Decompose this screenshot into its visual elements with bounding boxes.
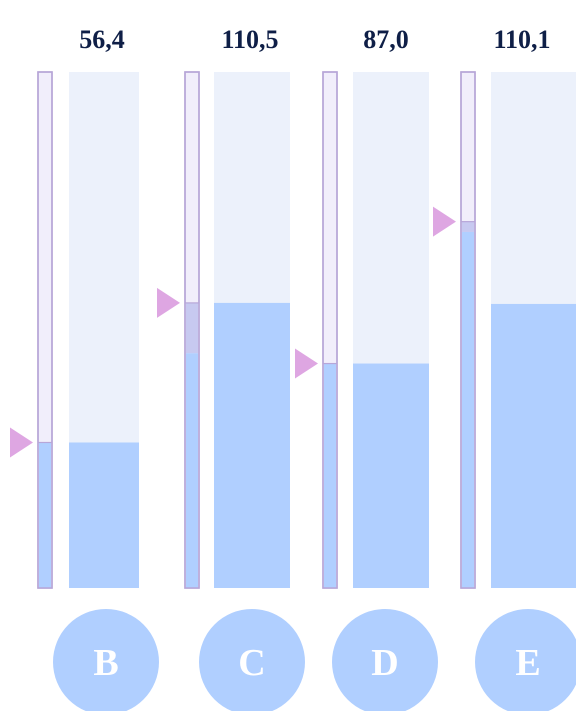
gauge-fill-c: [186, 353, 198, 588]
category-label-b: B: [93, 642, 118, 684]
value-label-c: 110,5: [221, 25, 278, 54]
category-label-d: D: [371, 642, 398, 684]
category-label-e: E: [515, 642, 540, 684]
marker-triangle-c: [157, 288, 180, 318]
marker-triangle-e: [433, 207, 456, 237]
gauge-fill-b: [39, 442, 51, 588]
bar-b: [69, 442, 139, 588]
gauge-band-c: [186, 303, 198, 353]
marker-triangle-b: [10, 427, 33, 457]
category-label-c: C: [238, 642, 265, 684]
marker-triangle-d: [295, 349, 318, 379]
gauge-fill-e: [462, 232, 474, 588]
bar-d: [353, 364, 429, 588]
gauge-fill-d: [324, 364, 336, 588]
value-label-d: 87,0: [363, 25, 409, 54]
bar-c: [214, 303, 290, 588]
bar-e: [491, 304, 576, 588]
value-label-b: 56,4: [79, 25, 125, 54]
gauge-band-e: [462, 222, 474, 232]
value-label-e: 110,1: [493, 25, 550, 54]
